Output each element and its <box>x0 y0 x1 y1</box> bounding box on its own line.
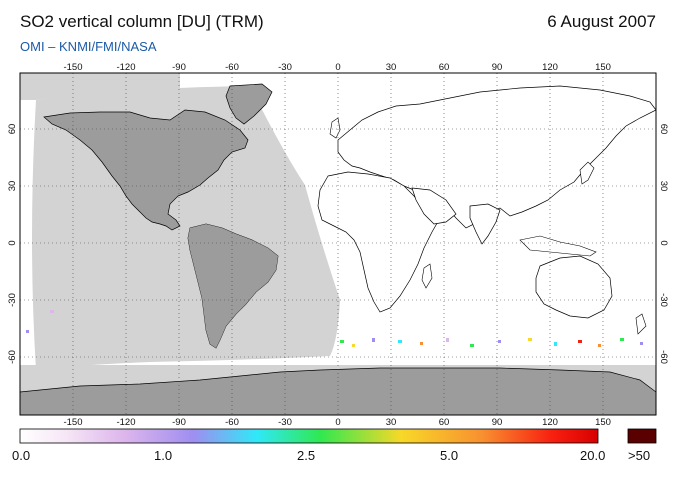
lon-ticks-top: -150 -120 -90 -60 -30 0 30 60 90 120 150 <box>63 62 610 73</box>
lon-ticks-bottom: -150 -120 -90 -60 -30 0 30 60 90 120 150 <box>63 417 610 428</box>
colorbar-label: 0.0 <box>12 448 31 463</box>
colorbar <box>19 428 599 444</box>
lat-ticks-left: 60 30 0 -30 -60 <box>7 124 18 364</box>
lat-tick-left: -30 <box>7 293 18 307</box>
lat-tick-right: -60 <box>658 350 669 364</box>
no-data-arctic <box>20 73 180 100</box>
colorbar-label: 5.0 <box>440 448 459 463</box>
so2-signal-band <box>26 310 643 347</box>
lon-tick-bottom: -150 <box>63 417 82 428</box>
lon-tick-bottom: 60 <box>439 417 450 428</box>
land-indonesia <box>519 235 597 257</box>
lat-tick-left: 60 <box>7 124 18 135</box>
map-date: 6 August 2007 <box>547 12 656 31</box>
graticule <box>20 73 656 415</box>
lat-tick-right: 30 <box>658 181 669 192</box>
lat-tick-right: -30 <box>658 293 669 307</box>
land-north-america <box>43 109 249 231</box>
colorbar-label: 2.5 <box>297 448 316 463</box>
land-south-america-shade <box>188 224 278 348</box>
colorbar-overflow-swatch <box>627 428 657 444</box>
land-africa <box>317 171 441 313</box>
lon-tick-bottom: 150 <box>595 417 611 428</box>
map-frame <box>19 72 657 416</box>
land-arabia <box>411 187 457 225</box>
lon-tick-top: -90 <box>172 62 186 73</box>
credit-line: OMI – KNMI/FMI/NASA <box>20 39 157 54</box>
colorbar-label: >50 <box>628 448 651 463</box>
lon-tick-bottom: -90 <box>172 417 186 428</box>
lon-tick-bottom: -60 <box>225 417 239 428</box>
lon-tick-bottom: 0 <box>335 417 340 428</box>
land-australia <box>535 255 613 319</box>
lat-tick-right: 0 <box>658 240 669 245</box>
land-greenland <box>225 83 273 125</box>
lon-tick-top: 0 <box>335 62 340 73</box>
lon-tick-top: -120 <box>116 62 135 73</box>
lon-tick-top: 60 <box>439 62 450 73</box>
lon-tick-bottom: -120 <box>116 417 135 428</box>
land-india <box>469 203 501 245</box>
colorbar-label: 20.0 <box>580 448 606 463</box>
lon-tick-bottom: 30 <box>386 417 397 428</box>
lon-tick-top: -30 <box>278 62 292 73</box>
land-antarctica <box>20 367 656 415</box>
land-new-zealand <box>635 313 647 335</box>
lon-tick-top: -60 <box>225 62 239 73</box>
lon-tick-top: 150 <box>595 62 611 73</box>
lon-tick-bottom: 90 <box>492 417 503 428</box>
lon-tick-top: 120 <box>542 62 558 73</box>
land-madagascar <box>421 263 433 289</box>
lat-tick-left: 0 <box>7 240 18 245</box>
lon-tick-bottom: 120 <box>542 417 558 428</box>
lat-tick-left: -60 <box>7 350 18 364</box>
lat-tick-left: 30 <box>7 181 18 192</box>
lat-tick-right: 60 <box>658 124 669 135</box>
lat-ticks-right: 60 30 0 -30 -60 <box>658 124 669 364</box>
colorbar-label: 1.0 <box>154 448 173 463</box>
lon-tick-top: 30 <box>386 62 397 73</box>
lon-tick-top: 90 <box>492 62 503 73</box>
lon-tick-bottom: -30 <box>278 417 292 428</box>
lon-tick-top: -150 <box>63 62 82 73</box>
map-title: SO2 vertical column [DU] (TRM) <box>20 12 264 31</box>
land-japan <box>579 161 595 185</box>
